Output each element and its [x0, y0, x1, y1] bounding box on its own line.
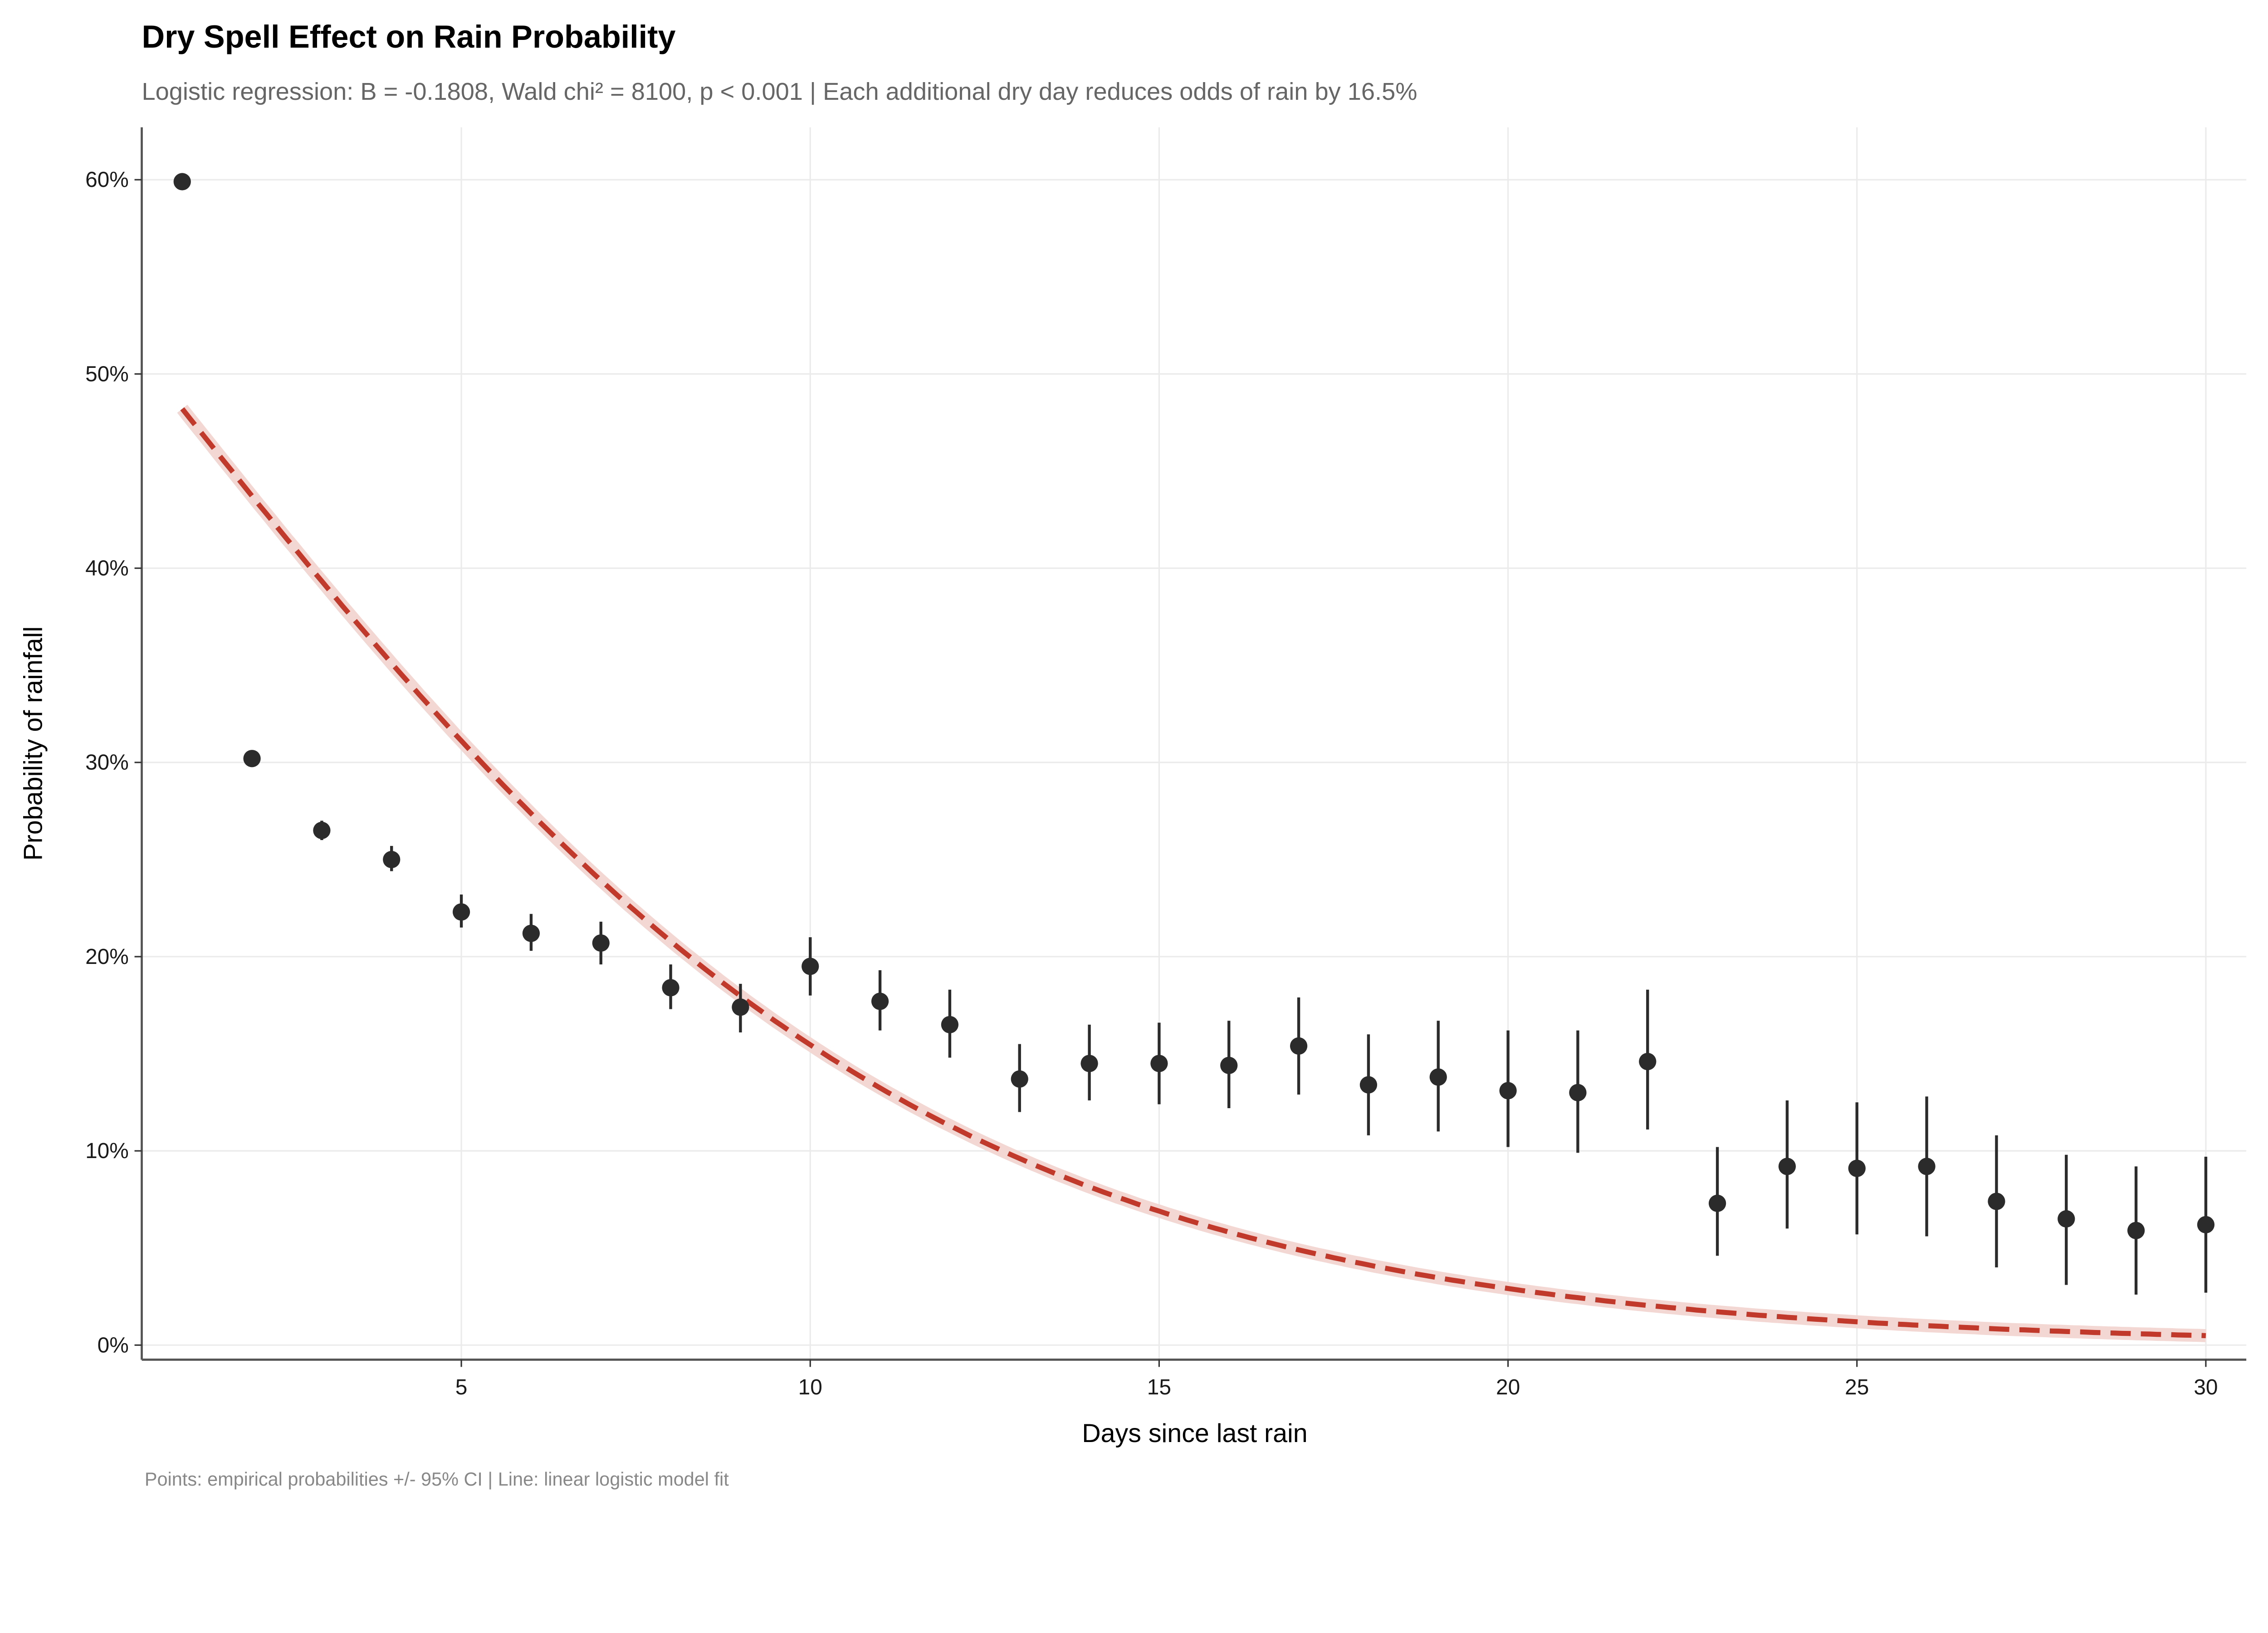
chart-title: Dry Spell Effect on Rain Probability: [142, 19, 675, 54]
chart: Dry Spell Effect on Rain Probability Log…: [19, 19, 2247, 1490]
data-point: [1569, 1084, 1587, 1101]
data-point: [1011, 1070, 1028, 1088]
data-point: [1988, 1193, 2005, 1210]
y-tick-label: 0%: [98, 1333, 129, 1357]
data-point: [662, 979, 679, 997]
data-point: [1150, 1055, 1168, 1072]
y-tick-label: 30%: [85, 751, 129, 775]
data-point: [1778, 1158, 1796, 1175]
data-point: [522, 924, 540, 942]
y-tick-label: 50%: [85, 362, 129, 386]
data-point: [1918, 1158, 1936, 1175]
data-point: [173, 173, 191, 191]
y-tick-label: 60%: [85, 168, 129, 192]
data-point: [313, 821, 331, 839]
fit-confidence-band: [177, 405, 2206, 1342]
data-point: [1848, 1159, 1866, 1177]
x-tick-label: 10: [798, 1375, 822, 1399]
chart-caption: Points: empirical probabilities +/- 95% …: [145, 1468, 729, 1490]
grid: [142, 127, 2247, 1360]
x-tick-label: 15: [1147, 1375, 1171, 1399]
ticks-group: 0% 10% 20% 30% 40% 50% 60% 5 10 15 20 25 30: [85, 168, 2218, 1399]
y-axis-label: Probability of rainfall: [19, 626, 48, 861]
data-point: [243, 750, 261, 768]
fit-line: [180, 407, 2206, 1339]
chart-subtitle: Logistic regression: B = -0.1808, Wald c…: [142, 78, 1417, 105]
data-point: [2058, 1210, 2075, 1228]
data-point: [452, 903, 470, 921]
data-point: [871, 993, 889, 1010]
x-tick-label: 20: [1496, 1375, 1520, 1399]
x-tick-label: 5: [455, 1375, 468, 1399]
data-point: [1429, 1068, 1447, 1086]
data-point: [592, 934, 610, 952]
data-point: [1708, 1194, 1726, 1212]
data-point: [941, 1016, 959, 1033]
data-point: [383, 851, 401, 869]
y-tick-label: 20%: [85, 945, 129, 969]
data-point: [1220, 1056, 1238, 1074]
x-tick-label: 25: [1845, 1375, 1869, 1399]
y-tick-label: 10%: [85, 1139, 129, 1163]
data-point: [1639, 1053, 1657, 1071]
x-tick-label: 30: [2194, 1375, 2218, 1399]
points-group: [173, 173, 2215, 1295]
data-point: [732, 998, 749, 1016]
fit-line-group: [177, 405, 2206, 1342]
data-point: [2197, 1216, 2215, 1233]
data-point: [802, 958, 819, 975]
y-tick-label: 40%: [85, 557, 129, 581]
data-point: [2127, 1222, 2145, 1239]
data-point: [1359, 1076, 1378, 1094]
x-axis-label: Days since last rain: [1082, 1419, 1307, 1448]
data-point: [1080, 1055, 1098, 1072]
data-point: [1499, 1082, 1517, 1100]
data-point: [1290, 1037, 1308, 1055]
